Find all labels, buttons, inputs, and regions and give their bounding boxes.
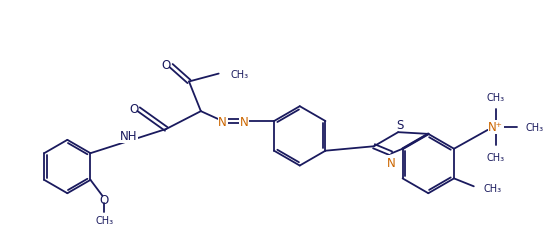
Text: CH₃: CH₃ [487,93,504,103]
Text: O: O [162,59,171,72]
Text: CH₃: CH₃ [483,184,502,194]
Text: NH: NH [120,130,137,142]
Text: S: S [396,118,404,131]
Text: N: N [387,156,396,169]
Text: N: N [218,115,227,128]
Text: CH₃: CH₃ [230,69,249,79]
Text: N⁺: N⁺ [488,121,503,134]
Text: CH₃: CH₃ [525,122,543,132]
Text: O: O [129,102,138,115]
Text: CH₃: CH₃ [487,152,504,162]
Text: O: O [100,194,109,206]
Text: N: N [240,115,249,128]
Text: CH₃: CH₃ [95,216,113,226]
